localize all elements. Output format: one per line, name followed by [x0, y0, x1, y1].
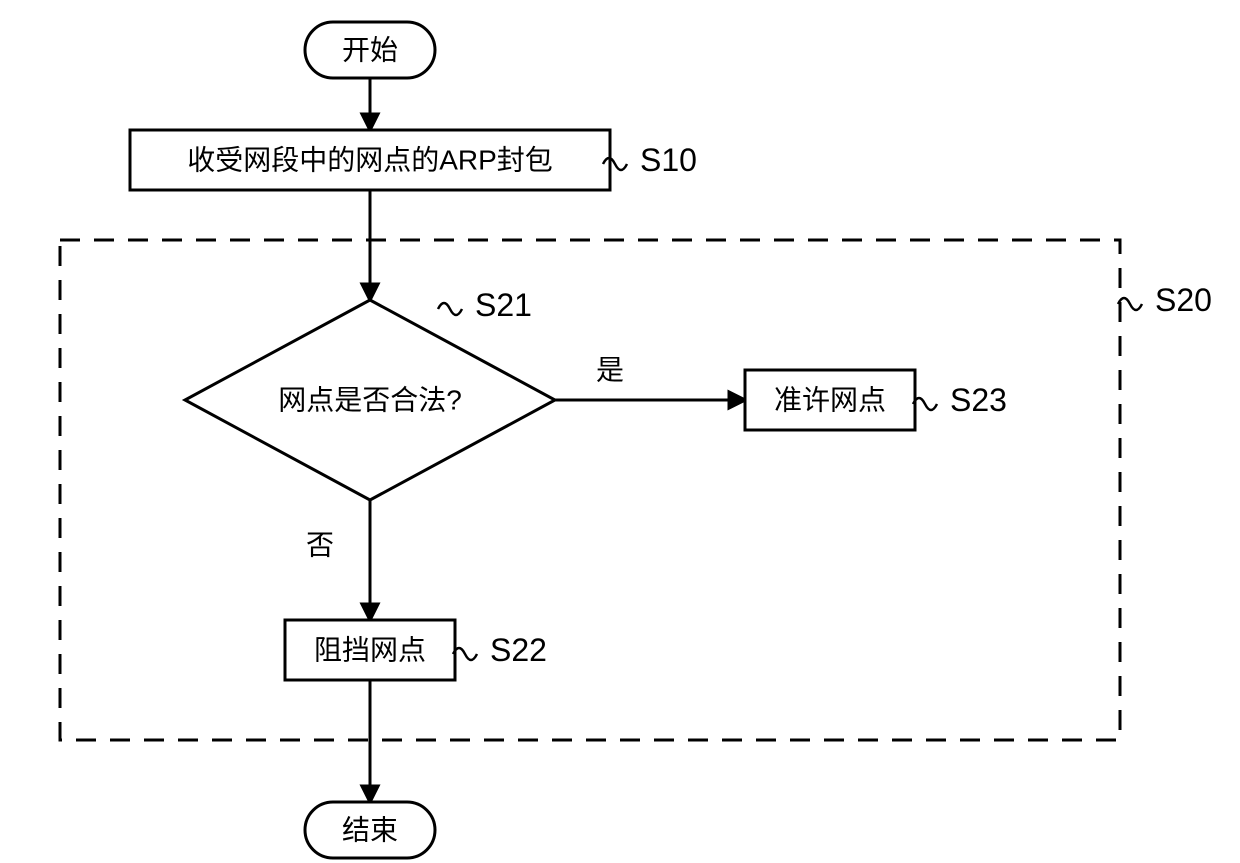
edge-label-s21-s23: 是 — [596, 355, 624, 386]
dashed-container-s20 — [60, 240, 1120, 740]
node-label-start: 开始 — [342, 35, 398, 66]
edge-label-s21-s22: 否 — [306, 530, 334, 561]
step-label-s20: S20 — [1155, 282, 1212, 318]
tilde-s22 — [453, 648, 477, 660]
node-s23: 准许网点 — [745, 370, 915, 430]
node-label-s21: 网点是否合法? — [278, 385, 462, 416]
node-start: 开始 — [305, 22, 435, 78]
node-s22: 阻挡网点 — [285, 620, 455, 680]
node-s10: 收受网段中的网点的ARP封包 — [130, 130, 610, 190]
flowchart-diagram: 是否 开始收受网段中的网点的ARP封包网点是否合法? 准许网点阻挡网点结束 S10 S2… — [0, 0, 1240, 863]
node-label-s10: 收受网段中的网点的ARP封包 — [187, 145, 553, 176]
step-label-s22: S22 — [490, 632, 547, 668]
step-label-s21: S21 — [475, 287, 532, 323]
step-label-s10: S10 — [640, 142, 697, 178]
node-end: 结束 — [305, 802, 435, 858]
step-label-s23: S23 — [950, 382, 1007, 418]
node-label-s23: 准许网点 — [774, 385, 886, 416]
node-label-s22: 阻挡网点 — [314, 635, 426, 666]
tilde-s20 — [1118, 298, 1142, 310]
node-s21: 网点是否合法? — [185, 300, 555, 500]
tilde-s21 — [438, 303, 462, 315]
node-label-end: 结束 — [342, 815, 398, 846]
tilde-s23 — [913, 398, 937, 410]
